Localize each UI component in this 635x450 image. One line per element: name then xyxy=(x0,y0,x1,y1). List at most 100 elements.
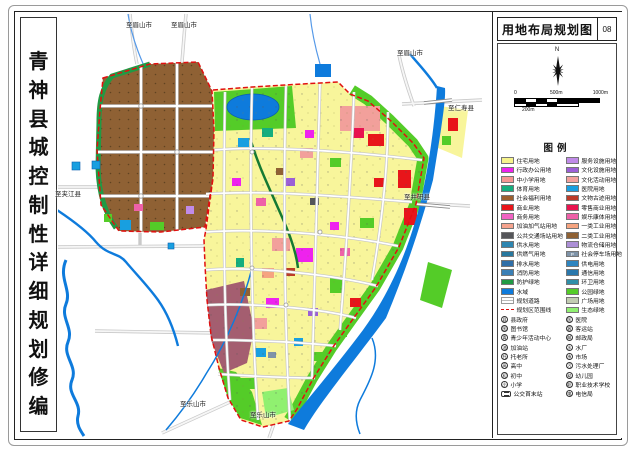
legend-columns: 住宅用地 行政办公用地 中小学用地 体育用地 社会福利用地 商业用地 商务用地 加油加气站用地… xyxy=(501,156,622,399)
legend-item: 零售商业用地 xyxy=(565,203,622,212)
color-swatch xyxy=(501,222,514,230)
legend-label: 职业技术学校 xyxy=(575,383,611,390)
legend-item: 住宅用地 xyxy=(501,156,563,165)
color-swatch xyxy=(501,241,514,248)
river-upstream xyxy=(409,53,439,89)
legend-item: 服务设施用地 xyxy=(565,156,622,165)
legend-item: 医医院 xyxy=(565,315,622,324)
green-canal xyxy=(248,137,300,269)
middle-school-symbol: 初 xyxy=(501,371,508,379)
legend-label: 供燃气用地 xyxy=(516,252,546,259)
color-swatch xyxy=(565,213,579,220)
legend-item: 文化活动用地 xyxy=(565,175,622,184)
legend-item: 污污水处理厂 xyxy=(565,361,622,370)
legend-column-right: 服务设施用地 文化设施用地 文化活动用地 医院用地 文物古迹用地 零售商业用地 娱乐康体用地… xyxy=(565,156,622,399)
legend-label: 供水用地 xyxy=(516,243,540,250)
parcel xyxy=(442,136,451,145)
scale-labels: 0 500m 1000m xyxy=(508,90,608,96)
road-symbol xyxy=(501,297,514,304)
legend-item: 商业用地 xyxy=(501,203,563,212)
legend-item: 规划道路 xyxy=(501,296,563,305)
industrial-texture xyxy=(97,62,214,232)
color-swatch xyxy=(565,204,579,211)
legend-label: 公园绿地 xyxy=(581,289,605,296)
color-swatch xyxy=(501,166,514,174)
legend-label: 高中 xyxy=(510,364,523,371)
planning-boundary xyxy=(96,61,425,428)
legend-item: 市市场 xyxy=(565,352,622,361)
color-swatch xyxy=(501,176,514,183)
color-swatch xyxy=(501,157,514,164)
legend-item: 体育用地 xyxy=(501,184,563,193)
legend-label: 防护绿地 xyxy=(516,280,540,287)
color-swatch xyxy=(565,157,579,164)
legend-label: 通信用地 xyxy=(581,271,605,278)
road-junctions xyxy=(138,103,323,308)
legend-label: 水厂 xyxy=(575,345,587,352)
road-destination-label: 至眉山市 xyxy=(397,50,423,57)
legend-label: 体育用地 xyxy=(516,187,540,194)
color-swatch xyxy=(501,213,514,220)
legend-item: 一类工业用地 xyxy=(565,221,622,230)
legend-item: 供电用地 xyxy=(565,259,622,268)
color-swatch xyxy=(565,222,579,230)
legend-item: 初初中 xyxy=(501,371,563,380)
title-char: 制 xyxy=(28,194,49,217)
scale-200: 200m xyxy=(522,107,535,113)
color-swatch xyxy=(565,176,579,183)
road-destination-label: 至夹江县 xyxy=(55,191,81,198)
title-char: 控 xyxy=(28,166,49,188)
legend-item: 广场用地 xyxy=(565,296,622,305)
scale-bar: 0 500m 1000m 200m xyxy=(508,90,608,116)
color-swatch xyxy=(565,288,579,295)
map-area: 至眉山市 至眉山市 至眉山市 至仁寿县 至井研县 至夹江县 至乐山市 至乐山市 xyxy=(55,12,492,438)
color-swatch xyxy=(501,288,514,295)
legend-label: 生态绿地 xyxy=(581,308,605,315)
color-swatch xyxy=(501,232,514,239)
legend-item: 通信用地 xyxy=(565,268,622,278)
legend-column-left: 住宅用地 行政办公用地 中小学用地 体育用地 社会福利用地 商业用地 商务用地 加油加气站用地… xyxy=(501,156,563,399)
color-swatch xyxy=(501,185,514,192)
legend-item: 供燃气用地 xyxy=(501,249,563,258)
legend-label: 图书馆 xyxy=(510,327,528,334)
legend-label: 二类工业用地 xyxy=(581,233,617,240)
industrial-edge-parcels xyxy=(104,204,194,230)
road-destination-label: 至井研县 xyxy=(404,194,430,201)
legend-item: 消防用地 xyxy=(501,268,563,277)
legend-item: 文物古迹用地 xyxy=(565,193,622,202)
legend-label: 物流仓储用地 xyxy=(581,243,617,250)
library-symbol: 图 xyxy=(501,325,508,333)
industrial-grid xyxy=(98,63,213,231)
legend-label: 公交首末站 xyxy=(513,392,543,399)
bus-terminal-symbol xyxy=(501,390,511,397)
legend-label: 水域 xyxy=(516,289,529,296)
legend-item: 环卫用地 xyxy=(565,277,622,286)
legend-label: 初中 xyxy=(510,373,523,380)
title-char: 城 xyxy=(28,137,49,160)
east-stream xyxy=(355,337,377,435)
legend-item: 公共交通场站用地 xyxy=(501,231,563,240)
sheet-title: 用地布局规划图 xyxy=(501,22,593,37)
elderly-care-symbol: 托 xyxy=(501,353,508,361)
facility-markers xyxy=(71,160,175,250)
road-destination-label: 至乐山市 xyxy=(180,401,206,408)
planning-map-svg xyxy=(58,13,483,438)
legend-item: 公交首末站 xyxy=(501,389,563,398)
legend-item: 娱乐康体用地 xyxy=(565,212,622,222)
legend-label: 社会福利用地 xyxy=(516,196,552,203)
legend-item: 中小学用地 xyxy=(501,175,563,184)
boundary-line-symbol xyxy=(501,309,514,311)
legend-item: 托托老所 xyxy=(501,352,563,361)
legend-label: 电信局 xyxy=(575,392,593,399)
legend-label: 娱乐康体用地 xyxy=(581,215,617,222)
title-char: 详 xyxy=(28,252,49,275)
legend-item: 职职业技术学校 xyxy=(565,380,622,390)
gas-station-symbol: 油 xyxy=(501,343,508,351)
legend-header: 图例 xyxy=(543,143,571,154)
road-destination-label: 至眉山市 xyxy=(126,22,152,29)
legend-label: 县政府 xyxy=(510,317,528,324)
color-swatch xyxy=(501,278,514,286)
legend-label: 零售商业用地 xyxy=(581,205,617,212)
legend-item: 图图书馆 xyxy=(501,324,563,333)
legend-label: 住宅用地 xyxy=(516,159,540,166)
